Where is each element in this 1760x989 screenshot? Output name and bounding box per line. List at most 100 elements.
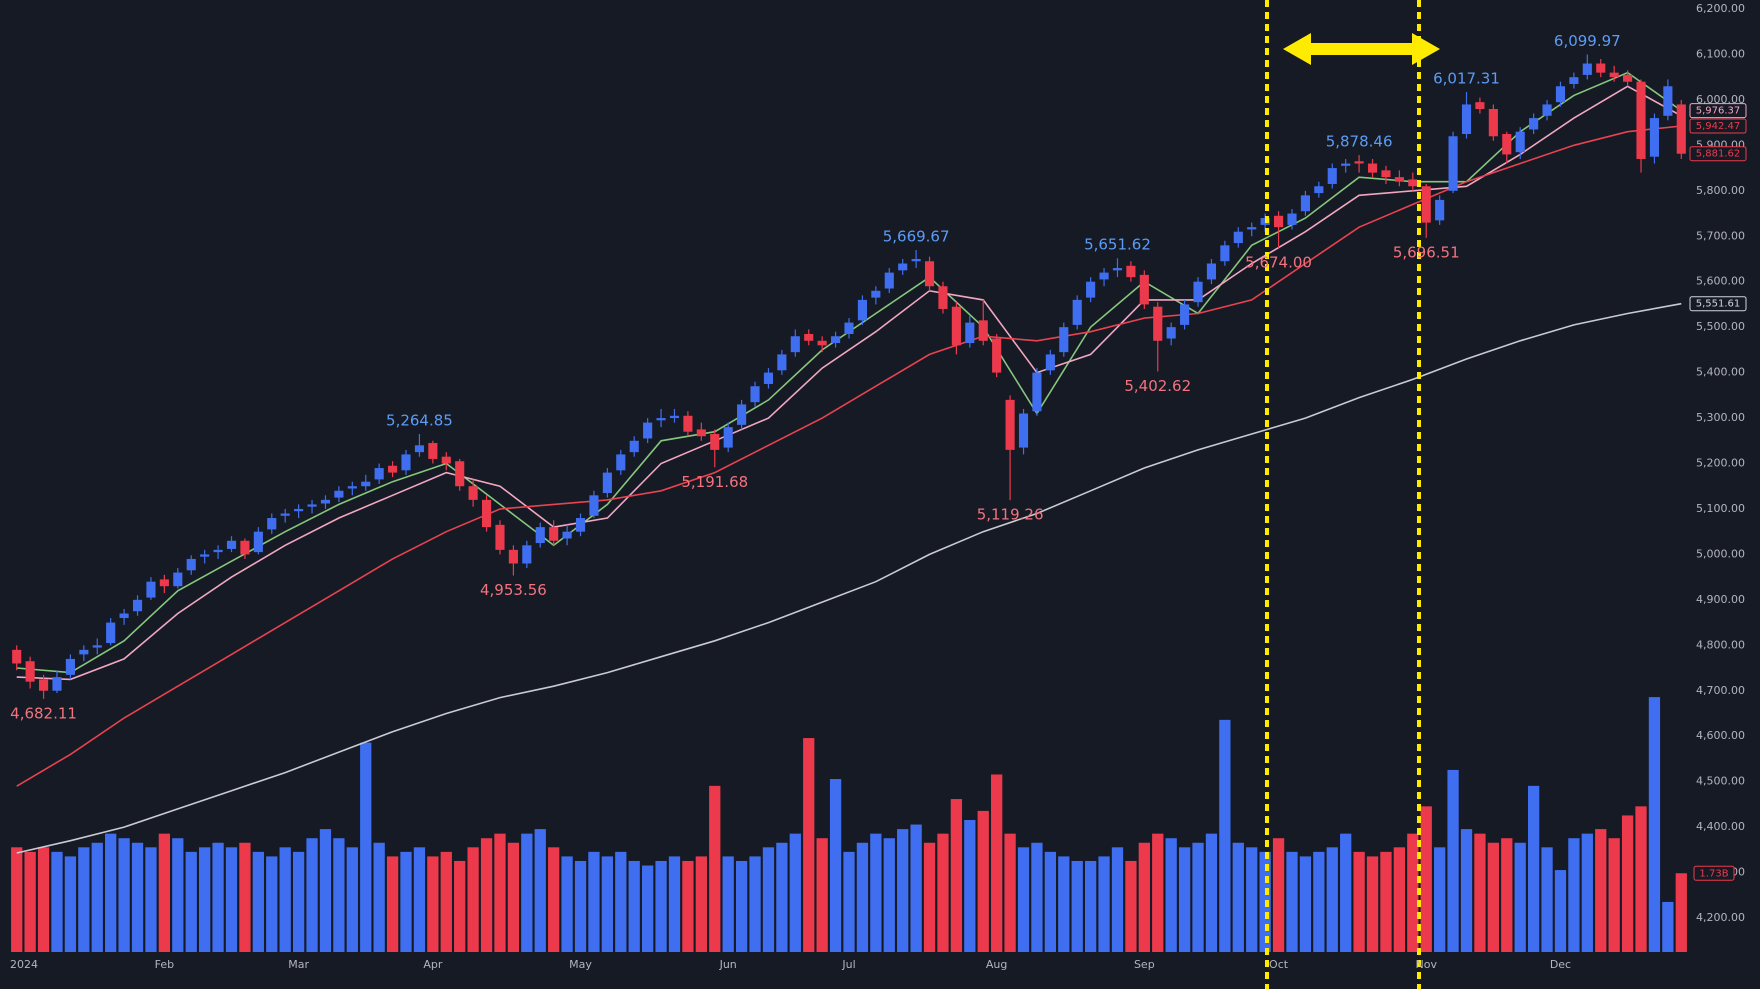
- volume-bar: [1662, 901, 1674, 952]
- candle-body: [656, 418, 666, 421]
- candle-body: [1274, 215, 1284, 228]
- candle-body: [1059, 327, 1069, 353]
- volume-bar: [977, 810, 989, 952]
- y-tick-label: 5,200.00: [1696, 457, 1745, 470]
- candle-body: [441, 456, 451, 464]
- candle-body: [294, 508, 304, 512]
- candle-body: [1555, 86, 1566, 103]
- volume-bar: [1501, 838, 1513, 952]
- candle-body: [52, 677, 62, 691]
- candle-body: [334, 490, 344, 498]
- candle-body: [683, 415, 693, 432]
- candle-body: [1381, 170, 1391, 178]
- candle-body: [1180, 304, 1190, 325]
- x-tick-label: Mar: [288, 958, 309, 971]
- candle-body: [978, 320, 988, 341]
- candle-body: [898, 263, 908, 271]
- volume-bar: [292, 851, 305, 952]
- candle-body: [200, 554, 210, 557]
- candle-body: [1354, 161, 1364, 164]
- volume-bar: [1125, 860, 1137, 952]
- candle-body: [1126, 265, 1136, 278]
- candle-body: [696, 429, 706, 437]
- y-tick-label: 4,400.00: [1696, 820, 1745, 833]
- double-arrow: [1283, 33, 1440, 65]
- volume-bar: [1017, 847, 1030, 952]
- candle-body: [1153, 306, 1163, 341]
- volume-bar: [789, 833, 801, 952]
- candle-body: [522, 545, 532, 564]
- volume-bar: [1071, 860, 1083, 952]
- candle-body: [25, 661, 35, 682]
- candle-body: [12, 649, 22, 664]
- volume-bar: [252, 851, 264, 952]
- candle-body: [1529, 118, 1539, 130]
- candle-body: [186, 558, 196, 571]
- volume-bar: [1192, 842, 1204, 952]
- x-tick-label: May: [569, 958, 592, 971]
- price-tag: [1689, 296, 1747, 312]
- y-tick-label: 6,100.00: [1696, 47, 1745, 60]
- candle-body: [549, 527, 559, 541]
- volume-bar: [1595, 829, 1607, 952]
- volume-bar: [829, 779, 842, 952]
- high-label: 5,669.67: [883, 228, 950, 246]
- volume-bar: [923, 842, 936, 952]
- candle-body: [710, 433, 720, 450]
- volume-bar: [427, 856, 439, 952]
- candle-body: [374, 468, 384, 480]
- volume-bar: [131, 842, 144, 952]
- volume-bar: [467, 847, 479, 952]
- volume-bar: [1232, 842, 1244, 952]
- x-tick-label: Feb: [155, 958, 174, 971]
- candle-body: [884, 272, 894, 289]
- candle-body: [1099, 272, 1109, 280]
- candle-body: [307, 504, 317, 507]
- candle-body: [924, 261, 935, 287]
- volume-bar: [561, 856, 573, 952]
- low-label: 5,674.00: [1245, 254, 1312, 272]
- candle-body: [38, 679, 49, 691]
- volume-bar: [199, 847, 211, 952]
- volume-bar: [1648, 697, 1661, 952]
- candle-body: [1623, 74, 1633, 82]
- x-tick-label: Jul: [841, 958, 855, 971]
- volume-bar: [118, 838, 130, 952]
- candle-body: [616, 454, 626, 471]
- candle-body: [1421, 186, 1431, 223]
- volume-bar: [1407, 833, 1419, 952]
- candle-body: [1461, 104, 1472, 134]
- moving-average: [16, 85, 1682, 681]
- candle-body: [1045, 354, 1055, 371]
- candle-body: [602, 472, 612, 494]
- volume-bar: [1058, 856, 1070, 952]
- volume-bar: [628, 860, 640, 952]
- volume-bar: [1165, 838, 1177, 952]
- candle-body: [1394, 177, 1404, 182]
- volume-bar: [266, 856, 278, 952]
- volume-bar: [991, 774, 1003, 952]
- volume-bar: [172, 838, 184, 952]
- volume-bar: [574, 860, 587, 952]
- candle-body: [790, 336, 800, 353]
- volume-bar: [1219, 719, 1231, 952]
- volume-bar: [1541, 847, 1553, 952]
- volume-bar: [950, 799, 963, 952]
- volume-bar: [454, 860, 466, 952]
- candle-body: [804, 333, 814, 341]
- candle-body: [1005, 399, 1015, 450]
- candle-body: [1515, 131, 1525, 153]
- candle-body: [1300, 195, 1310, 212]
- candle-body: [1314, 186, 1324, 194]
- price-tag: [1689, 146, 1747, 162]
- volume-bar: [306, 838, 318, 952]
- volume-bar: [803, 738, 815, 952]
- price-tag-label: 5,942.47: [1696, 121, 1741, 132]
- high-label: 6,017.31: [1433, 70, 1500, 88]
- y-tick-label: 4,800.00: [1696, 638, 1745, 651]
- volume-bar: [386, 856, 399, 952]
- candle-body: [173, 572, 183, 587]
- y-tick-label: 5,300.00: [1696, 411, 1745, 424]
